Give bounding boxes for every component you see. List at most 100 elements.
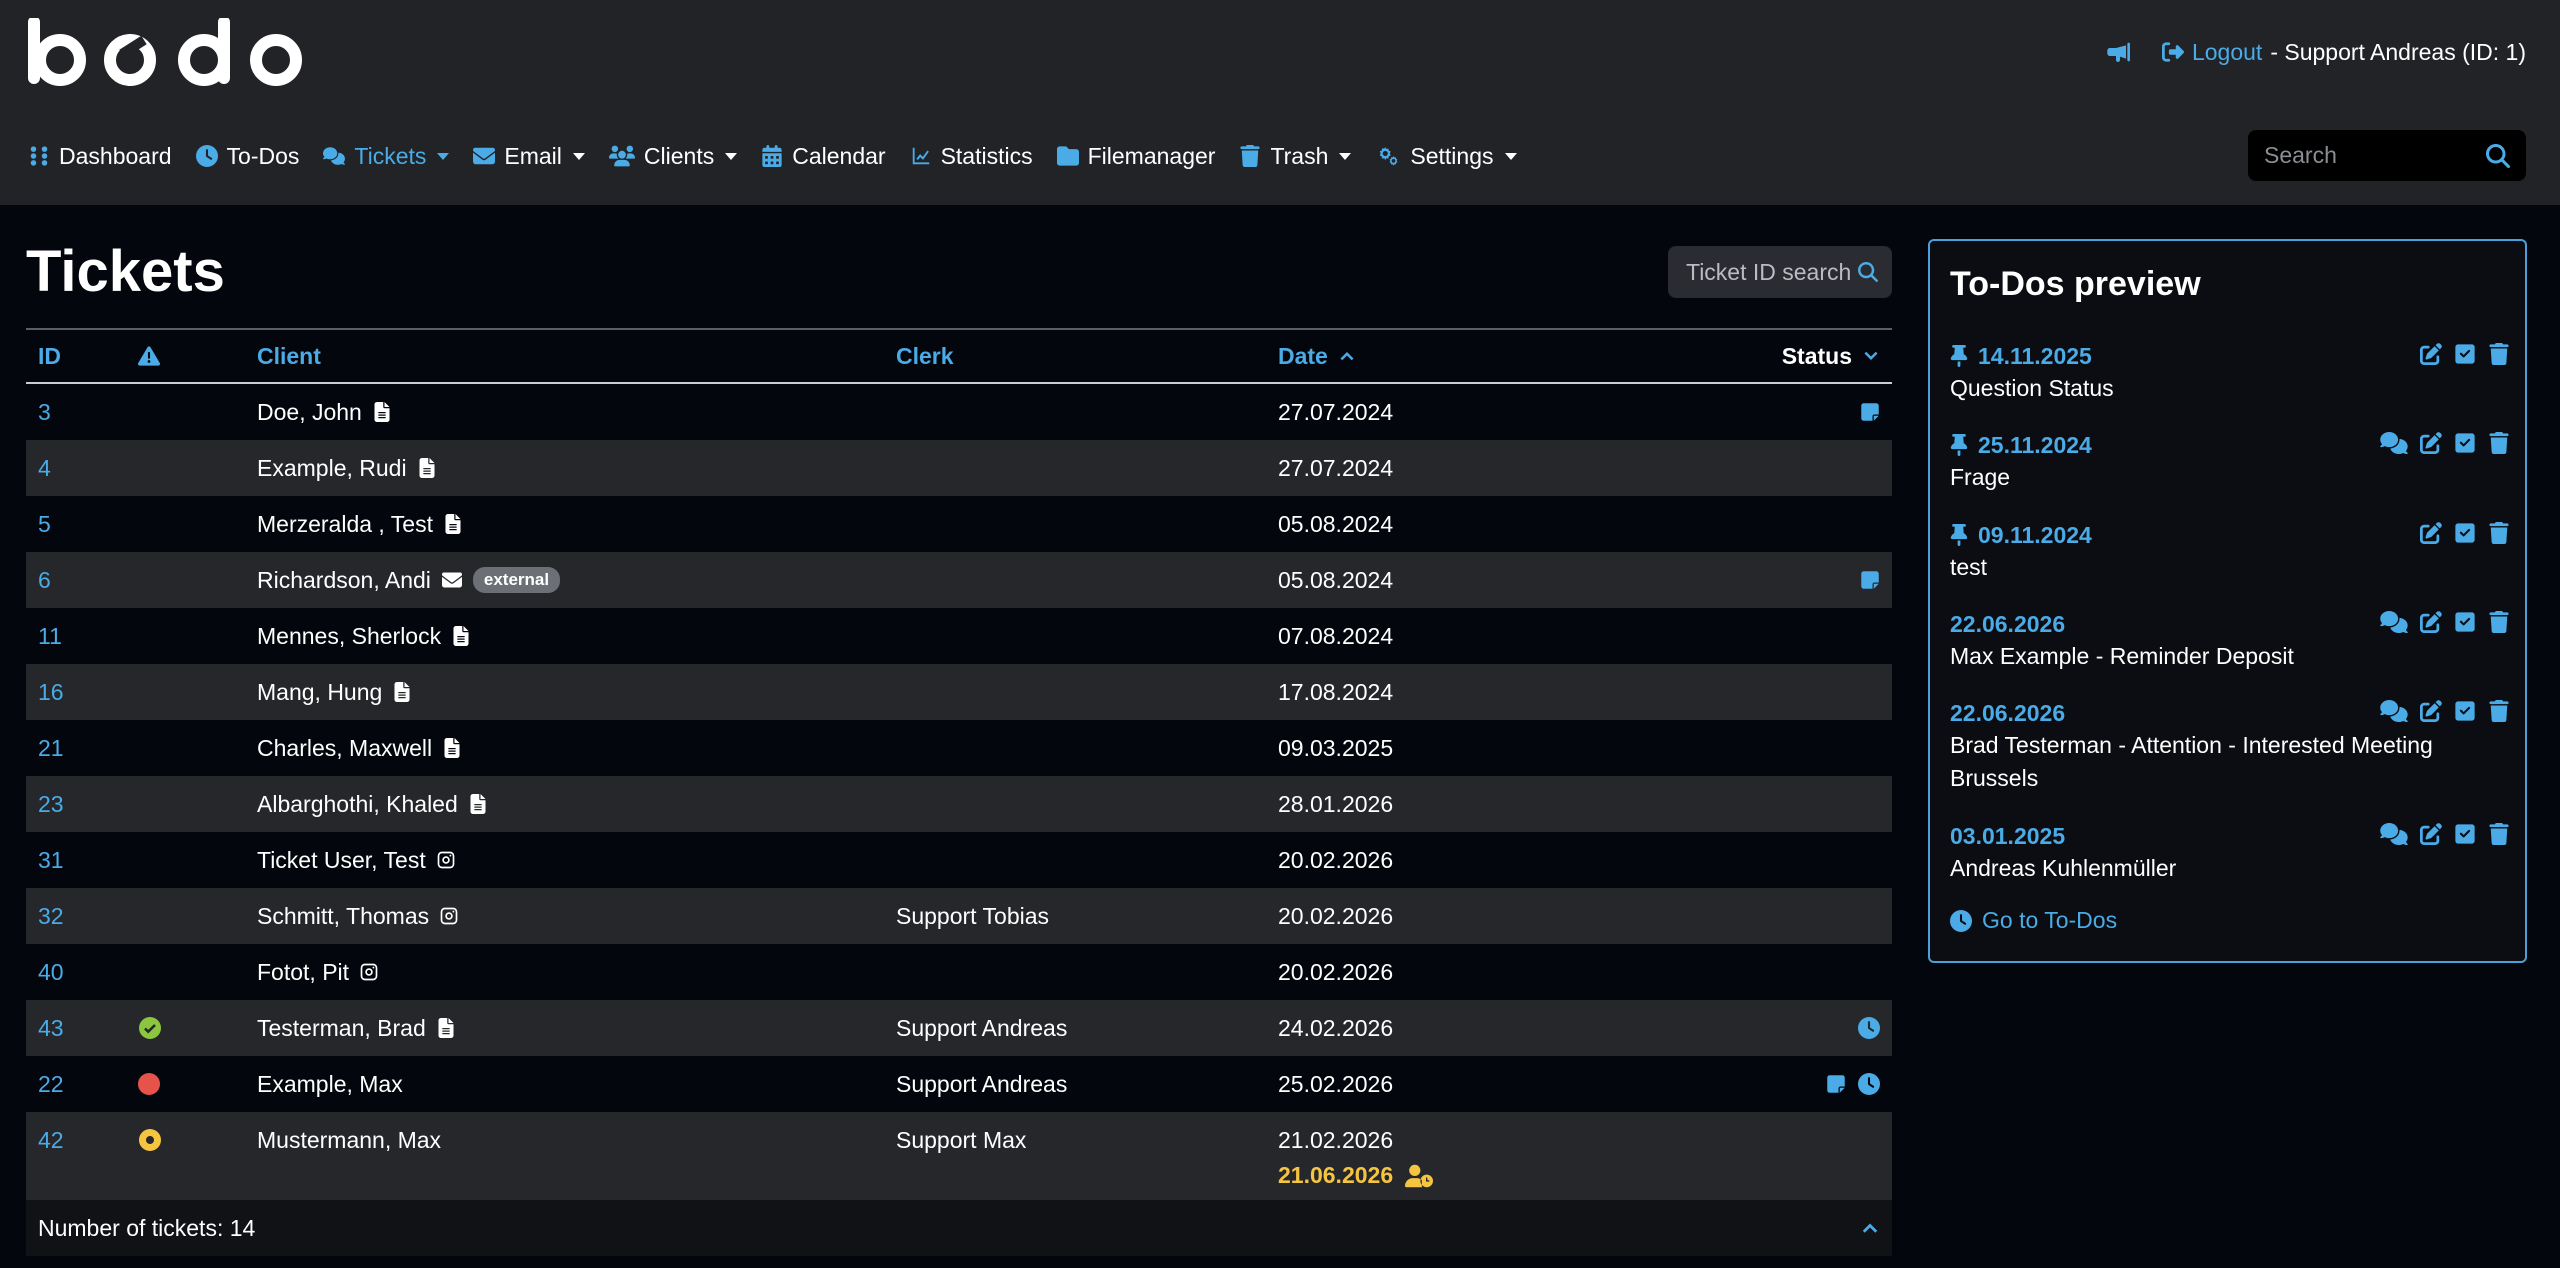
edit-icon[interactable]	[2420, 432, 2442, 454]
header-date[interactable]: Date	[1278, 343, 1356, 370]
ticket-id-search-input[interactable]	[1686, 258, 1850, 286]
nav-todos[interactable]: To-Dos	[196, 143, 299, 170]
ticket-id-link[interactable]: 22	[38, 1070, 64, 1097]
ticket-id-link[interactable]: 11	[38, 622, 62, 649]
table-row[interactable]: 22 Example, Max Support Andreas 25.02.20…	[26, 1056, 1892, 1112]
nav-trash[interactable]: Trash	[1239, 143, 1352, 170]
ticket-id-link[interactable]: 5	[38, 510, 51, 537]
nav-label: Clients	[643, 142, 715, 169]
client-name: Merzeralda , Test	[257, 510, 433, 537]
header-priority[interactable]	[138, 345, 160, 367]
search-input[interactable]	[2264, 142, 2474, 169]
client-name: Mennes, Sherlock	[257, 622, 442, 649]
note-icon[interactable]	[1860, 570, 1880, 590]
comments-icon[interactable]	[2380, 432, 2408, 454]
check-square-icon[interactable]	[2454, 700, 2476, 722]
trash-icon[interactable]	[2488, 611, 2510, 633]
header-status[interactable]: Status	[1782, 343, 1880, 370]
note-icon[interactable]	[1826, 1074, 1846, 1094]
todo-date[interactable]: 09.11.2024	[1978, 521, 2092, 548]
check-square-icon[interactable]	[2454, 522, 2476, 544]
ticket-id-link[interactable]: 23	[38, 790, 64, 817]
collapse-button[interactable]	[1860, 1200, 1880, 1256]
comments-icon[interactable]	[2380, 823, 2408, 845]
ticket-id-link[interactable]: 21	[38, 734, 64, 761]
check-square-icon[interactable]	[2454, 823, 2476, 845]
table-row[interactable]: 16 Mang, Hung 17.08.2024	[26, 664, 1892, 720]
table-row[interactable]: 32 Schmitt, Thomas Support Tobias 20.02.…	[26, 888, 1892, 944]
go-to-todos-link[interactable]: Go to To-Dos	[1950, 907, 2117, 934]
table-row[interactable]: 40 Fotot, Pit 20.02.2026	[26, 944, 1892, 1000]
trash-icon[interactable]	[2488, 343, 2510, 365]
nav-filemanager[interactable]: Filemanager	[1056, 143, 1215, 170]
file-icon	[443, 514, 463, 534]
header-client[interactable]: Client	[257, 342, 321, 369]
edit-icon[interactable]	[2420, 700, 2442, 722]
ticket-id-link[interactable]: 32	[38, 902, 64, 929]
client-cell: Albarghothi, Khaled	[257, 776, 488, 832]
client-cell: Ticket User, Test	[257, 832, 456, 888]
nav-email[interactable]: Email	[473, 143, 585, 170]
nav-clients[interactable]: Clients	[608, 142, 738, 170]
nav-calendar[interactable]: Calendar	[761, 143, 886, 170]
edit-icon[interactable]	[2420, 611, 2442, 633]
clock-icon	[1950, 910, 1972, 932]
nav-statistics[interactable]: Statistics	[910, 143, 1033, 170]
ticket-id-link[interactable]: 31	[38, 846, 64, 873]
comments-icon[interactable]	[2380, 611, 2408, 633]
nav-dashboard[interactable]: Dashboard	[28, 143, 172, 170]
ticket-id-link[interactable]: 42	[38, 1126, 64, 1153]
ticket-id-link[interactable]: 16	[38, 678, 64, 705]
comments-icon[interactable]	[2380, 700, 2408, 722]
table-row[interactable]: 5 Merzeralda , Test 05.08.2024	[26, 496, 1892, 552]
clock-icon[interactable]	[1858, 1073, 1880, 1095]
edit-icon[interactable]	[2420, 343, 2442, 365]
caret-down-icon	[572, 152, 585, 160]
client-name: Richardson, Andi	[257, 566, 431, 593]
clock-icon[interactable]	[1858, 1017, 1880, 1039]
red-circle-icon	[138, 1073, 160, 1095]
trash-icon[interactable]	[2488, 522, 2510, 544]
header-clerk[interactable]: Clerk	[896, 342, 954, 369]
ticket-id-link[interactable]: 43	[38, 1014, 64, 1041]
logout-link[interactable]: Logout	[2161, 39, 2262, 66]
todo-date[interactable]: 22.06.2026	[1950, 699, 2066, 726]
megaphone-icon[interactable]	[2106, 40, 2130, 64]
trash-icon[interactable]	[2488, 823, 2510, 845]
ticket-id-link[interactable]: 40	[38, 958, 64, 985]
nav-tickets[interactable]: Tickets	[323, 143, 450, 170]
table-row[interactable]: 11 Mennes, Sherlock 07.08.2024	[26, 608, 1892, 664]
table-row[interactable]: 4 Example, Rudi 27.07.2024	[26, 440, 1892, 496]
search-icon[interactable]	[1858, 261, 1878, 283]
todo-item: 22.06.2026 Brad Testerman - Attention - …	[1950, 698, 2510, 795]
check-square-icon[interactable]	[2454, 611, 2476, 633]
table-row[interactable]: 23 Albarghothi, Khaled 28.01.2026	[26, 776, 1892, 832]
note-icon[interactable]	[1860, 402, 1880, 422]
todo-date[interactable]: 25.11.2024	[1978, 431, 2092, 458]
todo-date[interactable]: 03.01.2025	[1950, 822, 2066, 849]
trash-icon[interactable]	[2488, 432, 2510, 454]
search-icon[interactable]	[2486, 144, 2510, 168]
ticket-id-link[interactable]: 6	[38, 566, 51, 593]
edit-icon[interactable]	[2420, 823, 2442, 845]
table-row[interactable]: 42 Mustermann, Max Support Max 21.02.202…	[26, 1112, 1892, 1200]
check-square-icon[interactable]	[2454, 343, 2476, 365]
todo-date[interactable]: 22.06.2026	[1950, 610, 2066, 637]
table-row[interactable]: 31 Ticket User, Test 20.02.2026	[26, 832, 1892, 888]
nav-label: Settings	[1410, 142, 1494, 169]
header-id[interactable]: ID	[38, 342, 61, 369]
top-bar: bodo Logout - Support Andreas (ID: 1) Da…	[0, 0, 2560, 205]
table-row[interactable]: 3 Doe, John 27.07.2024	[26, 384, 1892, 440]
edit-icon[interactable]	[2420, 522, 2442, 544]
nav-settings[interactable]: Settings	[1375, 142, 1517, 170]
check-square-icon[interactable]	[2454, 432, 2476, 454]
table-row[interactable]: 43 Testerman, Brad Support Andreas 24.02…	[26, 1000, 1892, 1056]
table-row[interactable]: 6 Richardson, Andi external 05.08.2024	[26, 552, 1892, 608]
table-row[interactable]: 21 Charles, Maxwell 09.03.2025	[26, 720, 1892, 776]
ticket-id-link[interactable]: 3	[38, 398, 51, 425]
ticket-id-link[interactable]: 4	[38, 454, 51, 481]
date-cell: 20.02.2026	[1278, 902, 1394, 929]
todo-date[interactable]: 14.11.2025	[1978, 342, 2092, 369]
trash-icon[interactable]	[2488, 700, 2510, 722]
bodo-logo[interactable]: bodo	[26, 18, 308, 86]
